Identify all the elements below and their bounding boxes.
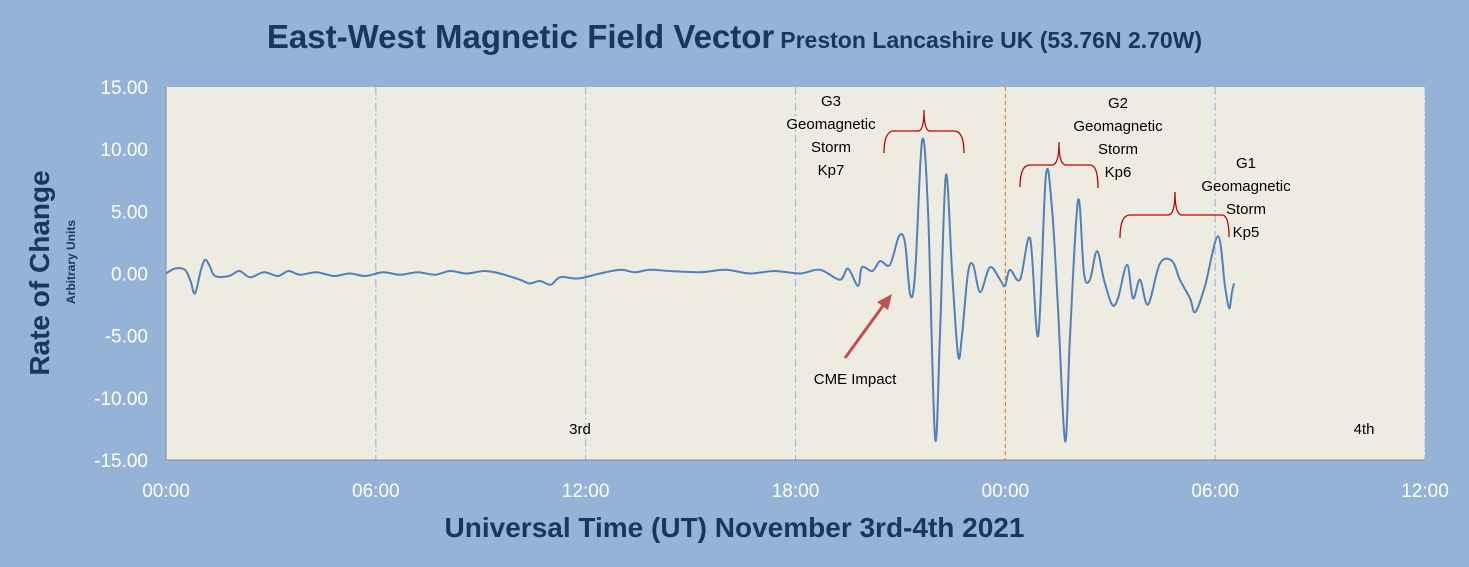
g1-annotation-line: Geomagnetic (1201, 178, 1291, 195)
g3-annotation-line: G3 (821, 93, 841, 110)
title-sub: Preston Lancashire UK (53.76N 2.70W) (780, 27, 1203, 53)
g3-annotation-line: Geomagnetic (786, 116, 876, 133)
x-tick-label: 06:00 (1191, 481, 1239, 502)
cme-arrow (843, 294, 892, 359)
g1-annotation-line: Kp5 (1233, 224, 1260, 241)
y-tick-label: 5.00 (111, 202, 148, 223)
g2-bracket (1019, 141, 1099, 189)
x-tick-label: 00:00 (142, 481, 190, 502)
y-axis-title: Rate of Change (24, 170, 55, 376)
x-tick-label: 12:00 (562, 481, 610, 502)
y-tick-label: -10.00 (94, 389, 148, 410)
g2-annotation-line: Geomagnetic (1073, 118, 1163, 135)
x-tick-label: 12:00 (1401, 481, 1449, 502)
g3-bracket (883, 109, 965, 154)
y-tick-label: 0.00 (111, 265, 148, 286)
g2-annotation-line: Kp6 (1105, 164, 1132, 181)
chart-title: East-West Magnetic Field Vector Preston L… (0, 18, 1469, 56)
y-axis-units: Arbitrary Units (64, 219, 78, 305)
g2-annotation-line: G2 (1108, 95, 1128, 112)
cme-annotation: CME Impact (814, 371, 897, 388)
day-label-4th: 4th (1354, 421, 1375, 438)
g3-annotation-line: Storm (811, 139, 851, 156)
y-tick-label: 15.00 (100, 78, 148, 99)
g1-bracket (1119, 191, 1230, 239)
g1-annotation-line: G1 (1236, 155, 1256, 172)
day-label-3rd: 3rd (569, 421, 591, 438)
x-tick-label: 18:00 (772, 481, 820, 502)
g1-annotation-line: Storm (1226, 201, 1266, 218)
series-line (165, 137, 1236, 443)
y-tick-label: 10.00 (100, 140, 148, 161)
x-tick-label: 06:00 (352, 481, 400, 502)
x-axis-title: Universal Time (UT) November 3rd-4th 202… (444, 512, 1025, 543)
title-main: East-West Magnetic Field Vector (266, 18, 775, 55)
g2-annotation-line: Storm (1098, 141, 1138, 158)
y-tick-label: -15.00 (94, 451, 148, 472)
x-tick-label: 00:00 (982, 481, 1030, 502)
g3-annotation-line: Kp7 (818, 162, 845, 179)
y-tick-label: -5.00 (105, 327, 148, 348)
